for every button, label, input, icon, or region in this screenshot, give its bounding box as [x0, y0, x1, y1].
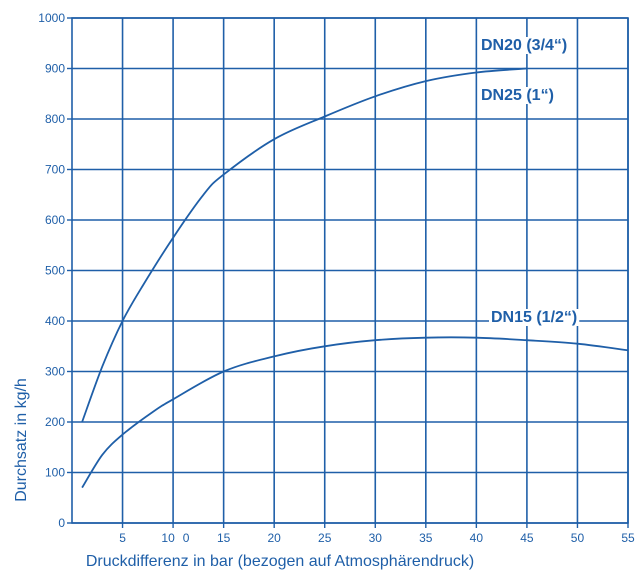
x-tick-label-10: 50 [571, 531, 585, 545]
y-tick-label-0: 0 [58, 516, 65, 530]
y-tick-label-900: 900 [45, 62, 65, 76]
x-tick-label-11: 55 [621, 531, 635, 545]
x-tick-label-0: 5 [119, 531, 126, 545]
y-tick-label-700: 700 [45, 163, 65, 177]
series-label-dn15: DN15 (1/2“) [491, 309, 577, 326]
y-tick-label-800: 800 [45, 112, 65, 126]
y-tick-label-1000: 1000 [38, 11, 65, 25]
y-tick-label-600: 600 [45, 213, 65, 227]
series-line-0 [81, 67, 527, 423]
x-tick-label-1: 10 [161, 531, 175, 545]
x-tick-label-9: 45 [520, 531, 534, 545]
series-label-dn20: DN20 (3/4“) [481, 37, 567, 54]
y-axis-title: Durchsatz in kg/h [13, 378, 30, 502]
y-tick-label-100: 100 [45, 466, 65, 480]
y-tick-label-200: 200 [45, 415, 65, 429]
x-tick-label-8: 40 [470, 531, 484, 545]
series-label-bg-1 [479, 87, 556, 104]
y-tick-label-400: 400 [45, 314, 65, 328]
x-tick-label-7: 35 [419, 531, 433, 545]
series-label-bg-0 [479, 37, 570, 54]
labels-layer [479, 37, 580, 326]
y-tick-label-300: 300 [45, 365, 65, 379]
grid-layer [71, 17, 629, 524]
x-tick-label-4: 20 [268, 531, 282, 545]
x-axis-title: Druckdifferenz in bar (bezogen auf Atmos… [86, 553, 474, 570]
x-tick-label-2: 0 [183, 531, 190, 545]
x-tick-label-3: 15 [217, 531, 231, 545]
series-line-1 [81, 336, 629, 489]
series-label-bg-2 [489, 309, 580, 326]
series-label-dn25: DN25 (1“) [481, 87, 554, 104]
series-layer [81, 67, 629, 489]
y-tick-label-500: 500 [45, 264, 65, 278]
ticks-layer: 5 10 0 15 20 25 30 35 40 45 50 55010020030040050060… [38, 11, 635, 545]
x-tick-label-5: 25 [318, 531, 332, 545]
x-tick-label-6: 30 [369, 531, 383, 545]
